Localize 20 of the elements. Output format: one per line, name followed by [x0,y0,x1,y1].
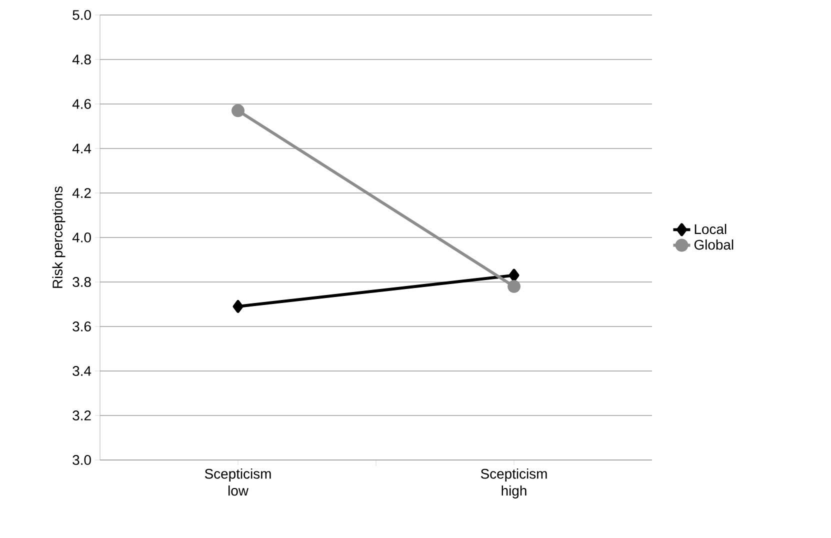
point [508,280,521,293]
y-tick-label: 3.6 [72,322,91,332]
y-tick-label: 5.0 [72,10,91,20]
y-tick-label: 4.8 [72,54,91,64]
x-tick-label: Scepticism high [480,468,547,498]
y-tick-label: 3.2 [72,410,91,420]
y-tick-label: 4.4 [72,144,92,154]
y-tick-label: 3.8 [72,277,91,287]
y-axis-title: Risk perceptions [52,186,66,288]
point [232,300,244,313]
x-tick-label: Scepticism low [204,468,271,496]
legend-label: Global [694,239,734,250]
point [232,104,245,118]
y-tick-label: 4.2 [72,188,91,198]
legend-label: Local [694,224,726,234]
y-tick-label: 4.6 [72,99,91,109]
y-tick-label: 4.0 [72,232,91,242]
y-tick-label: 3.4 [72,366,92,376]
y-tick-label: 3.0 [72,455,91,465]
point [508,268,520,282]
